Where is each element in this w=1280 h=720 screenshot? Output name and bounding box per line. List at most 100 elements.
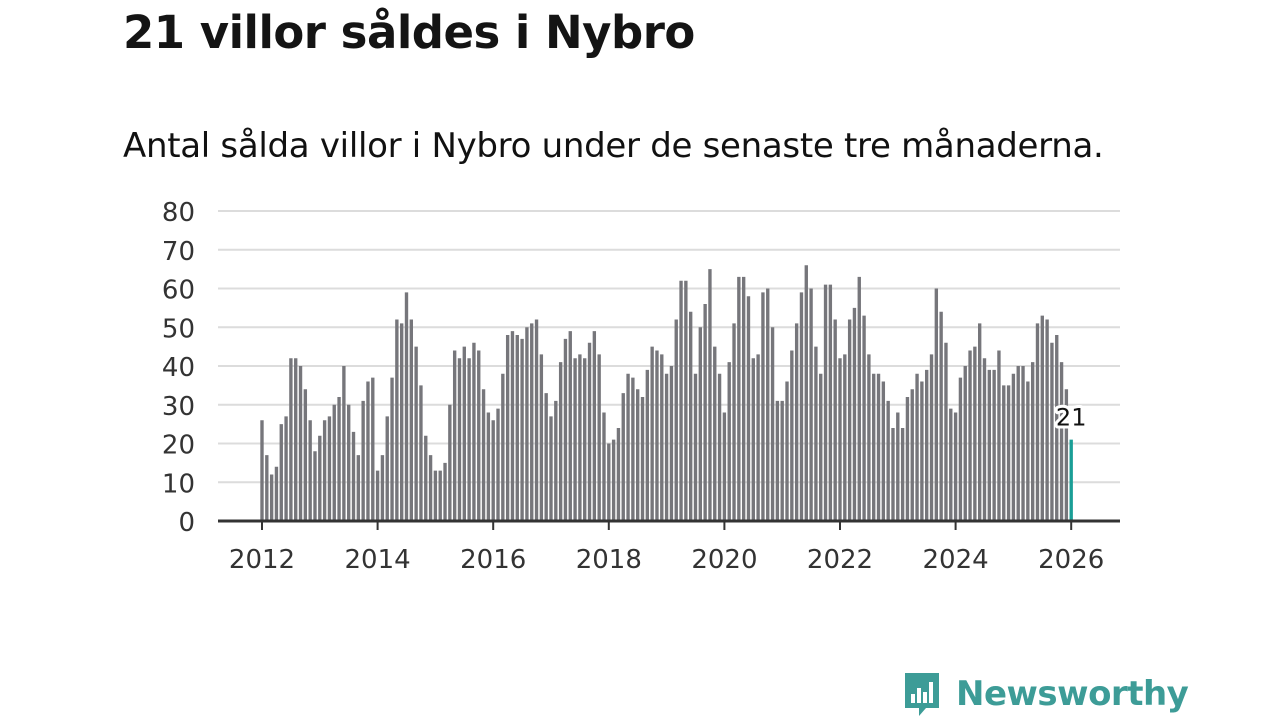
- bar: [794, 323, 799, 522]
- bar: [785, 381, 789, 521]
- bar: [1035, 323, 1040, 522]
- y-tick-label: 10: [162, 469, 195, 499]
- x-tick-label: 2012: [229, 545, 295, 575]
- bar: [708, 269, 712, 522]
- bar: [568, 331, 572, 522]
- bar: [390, 377, 394, 522]
- bar: [621, 393, 625, 522]
- bar: [799, 292, 804, 522]
- bar: [631, 377, 635, 522]
- bar: [414, 346, 418, 522]
- bar: [366, 381, 370, 521]
- bar: [660, 354, 664, 522]
- bar: [843, 354, 847, 522]
- bar: [847, 319, 852, 521]
- bar: [496, 408, 500, 522]
- bar: [602, 412, 606, 521]
- bar: [693, 373, 698, 521]
- brand-name: Newsworthy: [956, 674, 1189, 714]
- bar: [636, 389, 640, 521]
- y-tick-label: 30: [162, 392, 195, 422]
- bar: [322, 420, 327, 521]
- bar: [592, 331, 597, 522]
- bar: [347, 404, 351, 521]
- bar: [481, 389, 486, 521]
- bar: [433, 470, 438, 522]
- bar: [664, 373, 669, 521]
- bar: [583, 358, 587, 521]
- bar: [587, 342, 592, 521]
- bar: [549, 416, 553, 522]
- bar: [265, 455, 269, 522]
- bar: [1016, 366, 1020, 521]
- bar: [534, 319, 539, 521]
- bar: [597, 354, 601, 522]
- bar: [867, 354, 871, 522]
- bar: [891, 428, 895, 521]
- highlight-value-label: 21: [1056, 404, 1087, 432]
- bar: [698, 327, 702, 521]
- bar: [515, 335, 519, 521]
- bar: [679, 280, 683, 521]
- y-tick-label: 20: [162, 431, 195, 461]
- bar: [342, 366, 346, 521]
- bar: [438, 470, 442, 522]
- bar: [510, 331, 515, 522]
- bar: [650, 346, 654, 522]
- bar: [616, 428, 621, 521]
- bar: [607, 443, 611, 521]
- bar: [920, 381, 924, 521]
- bar: [400, 323, 404, 522]
- bar: [713, 346, 717, 522]
- x-tick-label: 2018: [576, 545, 642, 575]
- bar: [284, 416, 288, 522]
- y-tick-label: 70: [162, 237, 195, 267]
- bar: [838, 358, 842, 521]
- bar: [876, 373, 881, 521]
- bar: [452, 350, 457, 521]
- bar: [395, 319, 399, 521]
- bar: [934, 288, 939, 521]
- bar: [1059, 362, 1064, 522]
- bar: [1055, 335, 1059, 521]
- bar: [982, 358, 987, 521]
- bar: [1040, 315, 1044, 522]
- bars: [260, 265, 1073, 522]
- bar: [953, 412, 958, 521]
- bar: [505, 335, 510, 521]
- y-tick-label: 60: [162, 276, 195, 306]
- bar: [640, 397, 645, 521]
- bar: [530, 323, 534, 522]
- newsworthy-logo-icon: [905, 673, 939, 716]
- bar: [819, 373, 823, 521]
- bar: [1064, 389, 1069, 521]
- bar: [356, 455, 361, 522]
- bar: [457, 358, 462, 521]
- bar: [501, 373, 505, 521]
- bar: [404, 292, 409, 522]
- bar: [269, 474, 274, 521]
- bar: [809, 288, 813, 521]
- bar: [1002, 385, 1006, 522]
- bar: [703, 304, 707, 521]
- bar: [804, 265, 808, 521]
- y-tick-label: 50: [162, 314, 195, 344]
- bar: [424, 435, 428, 521]
- bar: [674, 319, 678, 521]
- bar: [925, 369, 929, 522]
- bar-highlight: [1069, 439, 1073, 522]
- x-tick-label: 2022: [807, 545, 873, 575]
- bar: [1006, 385, 1011, 522]
- bar: [944, 342, 948, 521]
- bar: [260, 420, 264, 521]
- bar: [645, 369, 650, 522]
- bar: [968, 350, 972, 521]
- bar: [443, 462, 447, 522]
- bar: [857, 276, 861, 522]
- bar: [828, 284, 833, 522]
- bar: [751, 358, 755, 521]
- annotations: 21: [1053, 401, 1090, 435]
- bar: [477, 350, 481, 521]
- bar: [727, 362, 731, 522]
